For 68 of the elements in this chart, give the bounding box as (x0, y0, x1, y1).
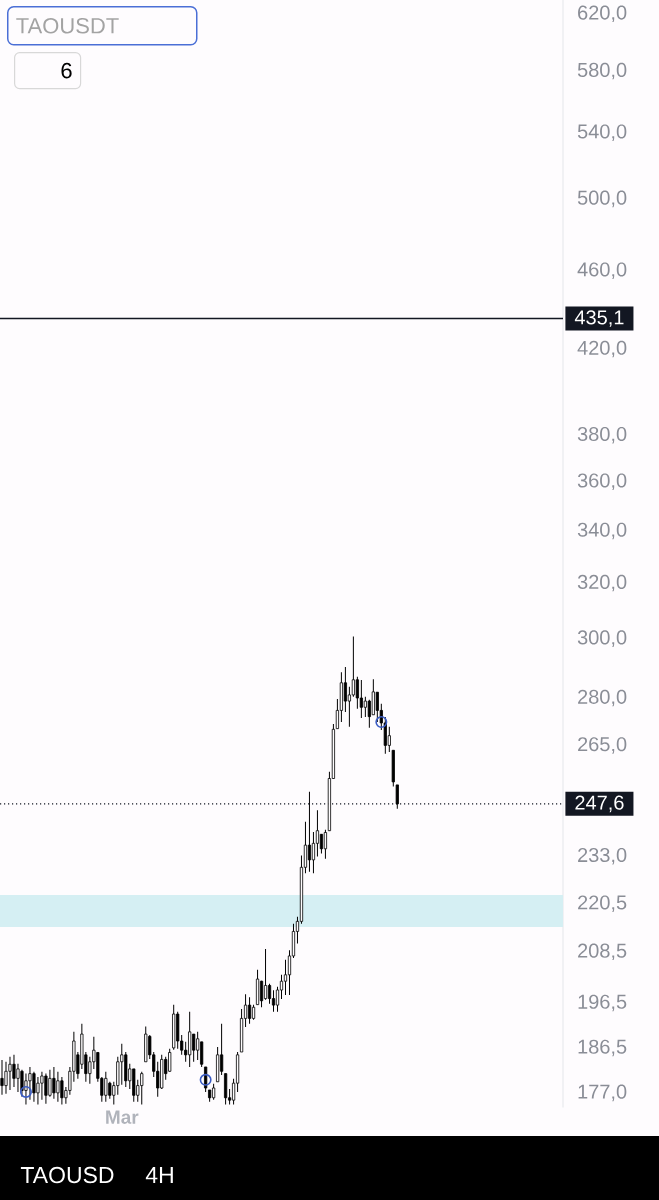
text: TAOUSD (20, 1166, 114, 1184)
candlestick (16, 1063, 20, 1093)
y-tick-label: 265,0 (578, 737, 627, 754)
text: 4H (145, 1167, 173, 1183)
candlestick (4, 1061, 8, 1095)
x-tick-label: Mar (106, 1110, 139, 1124)
y-tick-label: 540,0 (577, 124, 627, 141)
candlestick (0, 1059, 4, 1096)
candlestick (168, 1048, 172, 1073)
candlestick (363, 696, 367, 718)
candlestick (371, 678, 375, 716)
y-tick-label: 580,0 (577, 62, 627, 80)
y-tick-label: 300,0 (577, 630, 627, 647)
candlestick (56, 1071, 60, 1103)
ref-line-label: 247,6 (575, 795, 624, 813)
y-tick-label: 220,5 (578, 895, 627, 912)
y-tick-label: 280,0 (578, 689, 627, 707)
y-tick-label: 500,0 (577, 190, 627, 208)
candlestick (259, 980, 264, 1008)
y-tick-label: 620,0 (578, 5, 627, 23)
y-tick-label: 186,5 (578, 1039, 627, 1057)
candlestick (44, 1073, 48, 1105)
candlestick (52, 1066, 56, 1100)
candlestick (271, 989, 276, 1013)
candlestick (8, 1056, 12, 1091)
ref-line-label: 435,1 (574, 310, 624, 327)
y-tick-label: 177,0 (578, 1084, 627, 1102)
candlestick (120, 1043, 124, 1086)
y-tick-label: 360,0 (577, 473, 627, 490)
y-tick-label: 233,0 (578, 847, 627, 865)
candlestick (263, 948, 268, 1001)
candlestick (48, 1069, 52, 1098)
candlestick (40, 1071, 44, 1101)
point (199, 1073, 212, 1086)
candlestick (359, 679, 363, 719)
candlestick (283, 959, 288, 996)
annotation: 6 (61, 62, 72, 79)
y-tick-label: 380,0 (577, 426, 627, 444)
candlestick (60, 1076, 64, 1106)
y-tick-label: 340,0 (577, 522, 627, 540)
y-tick-label: 460,0 (577, 262, 627, 279)
candlestick (323, 829, 328, 860)
y-tick-label: 196,5 (578, 994, 627, 1012)
candlestick (395, 784, 399, 810)
point (375, 716, 388, 729)
y-tick-label: 320,0 (577, 574, 627, 592)
candlestick (140, 1071, 144, 1106)
candlestick (351, 636, 355, 698)
candlestick (12, 1054, 16, 1088)
candlestick (36, 1076, 40, 1106)
point (19, 1085, 32, 1098)
candlestick (196, 1031, 200, 1061)
candlestick (192, 1033, 196, 1063)
candlestick (267, 983, 272, 1005)
candlestick (104, 1071, 108, 1103)
y-tick-label: 208,5 (578, 943, 627, 961)
y-tick-label: 420,0 (577, 340, 627, 358)
candlestick (247, 996, 252, 1025)
candlestick (375, 691, 379, 723)
candlestick (200, 1041, 204, 1068)
candlestick (188, 1011, 192, 1068)
candlestick (355, 676, 359, 710)
candlestick (32, 1071, 36, 1103)
candlestick (28, 1066, 32, 1101)
candlestick (343, 666, 347, 713)
candlestick (307, 791, 312, 873)
candlestick (311, 831, 316, 874)
text: TAOUSDT (16, 17, 119, 34)
